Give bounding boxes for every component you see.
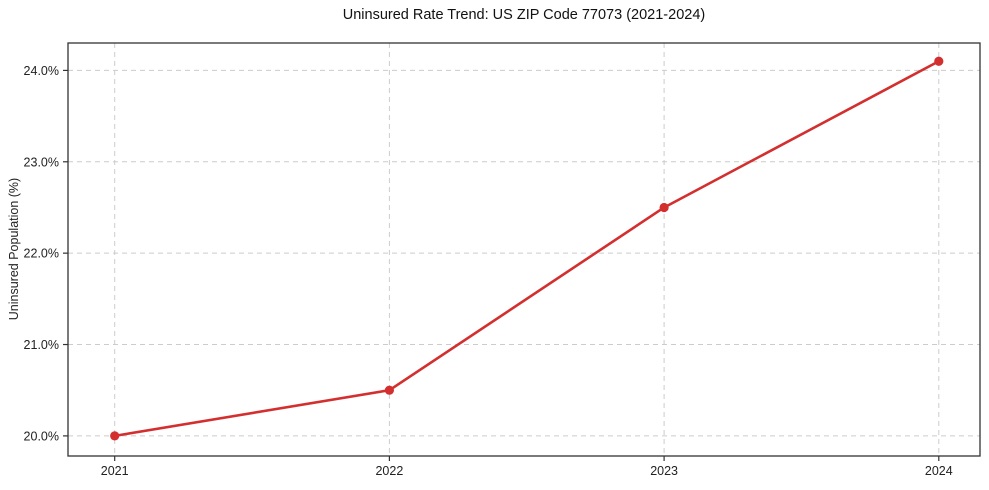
x-tick-label: 2023 (650, 464, 678, 478)
chart-title: Uninsured Rate Trend: US ZIP Code 77073 … (342, 7, 706, 23)
y-tick-label: 22.0% (24, 247, 59, 261)
data-point-marker (934, 56, 944, 66)
y-tick-label: 23.0% (24, 155, 59, 169)
x-tick-label: 2024 (925, 464, 953, 478)
y-tick-label: 21.0% (24, 338, 59, 352)
y-tick-label: 20.0% (24, 429, 59, 443)
x-tick-label: 2022 (375, 464, 403, 478)
data-point-marker (384, 385, 394, 395)
y-tick-label: 24.0% (24, 64, 59, 78)
data-point-marker (110, 431, 120, 441)
x-tick-label: 2021 (101, 464, 129, 478)
data-point-marker (659, 202, 669, 213)
trend-line (113, 59, 941, 438)
plot-border (67, 42, 981, 457)
